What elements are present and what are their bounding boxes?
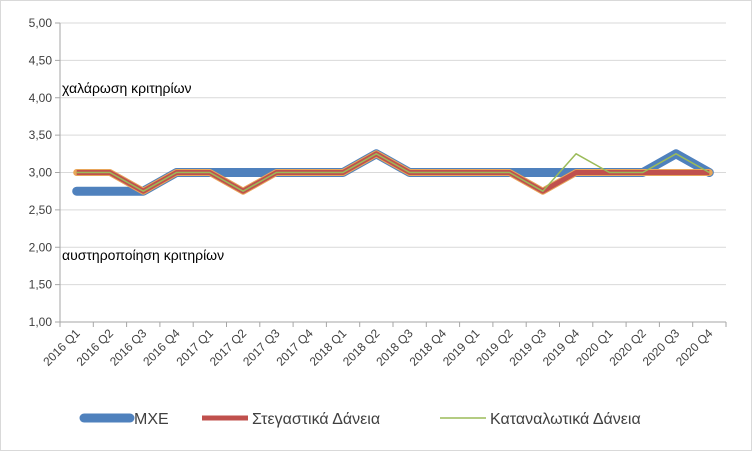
annotations: χαλάρωση κριτηρίων αυστηροποίηση κριτηρίω…: [62, 80, 224, 263]
annotation-label: χαλάρωση κριτηρίων: [62, 80, 192, 96]
legend-label: ΜΧΕ: [134, 411, 169, 428]
y-tick-label: 3,00: [29, 166, 53, 180]
series-lines: [72, 149, 714, 196]
y-tick-label: 4,50: [29, 53, 53, 67]
annotation-label: αυστηροποίηση κριτηρίων: [62, 247, 224, 263]
y-tick-label: 1,00: [29, 315, 53, 329]
series-line: [76, 153, 710, 192]
y-tick-label: 2,00: [29, 240, 53, 254]
y-axis: 1,00 1,50 2,00 2,50 3,00 3,50 4,00 4,50 5,00: [29, 16, 61, 329]
legend: ΜΧΕ Στεγαστικά Δάνεια Καταναλωτικά Δάνεια: [79, 411, 641, 428]
y-tick-label: 5,00: [29, 16, 53, 30]
legend-label: Καταναλωτικά Δάνεια: [490, 411, 641, 428]
y-tick-label: 4,00: [29, 91, 53, 105]
y-tick-label: 1,50: [29, 278, 53, 292]
y-tick-label: 3,50: [29, 128, 53, 142]
legend-label: Στεγαστικά Δάνεια: [252, 411, 380, 428]
y-tick-label: 2,50: [29, 203, 53, 217]
